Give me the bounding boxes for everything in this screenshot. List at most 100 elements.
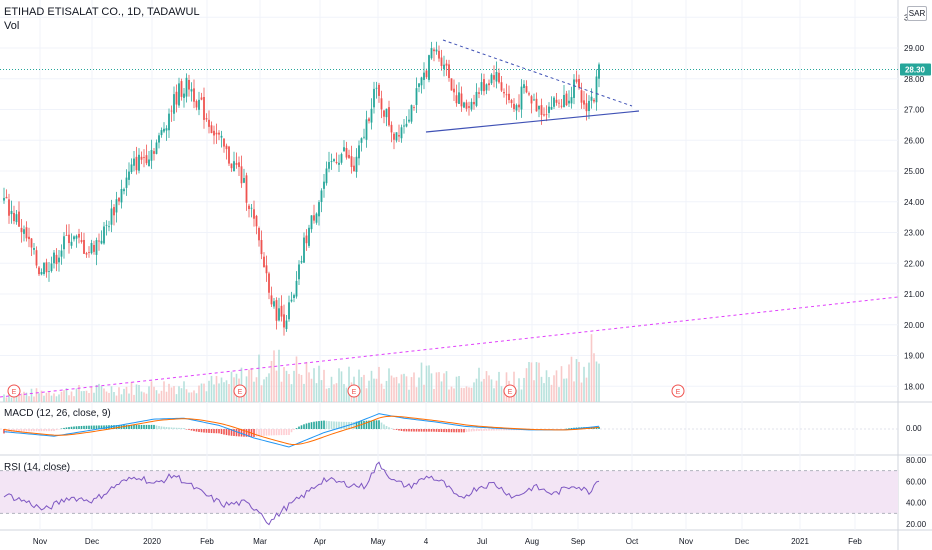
- candle-body: [370, 108, 373, 123]
- candle-body: [215, 132, 218, 135]
- candle-body: [153, 151, 155, 154]
- candle-body: [178, 83, 180, 106]
- volume-bar: [320, 380, 323, 402]
- candle-body: [450, 78, 453, 91]
- candle-body: [213, 130, 215, 136]
- candle-body: [540, 105, 543, 116]
- candle-body: [83, 239, 85, 254]
- earnings-marker[interactable]: [233, 384, 247, 398]
- macd-histogram-bar: [425, 429, 428, 432]
- macd-histogram-bar: [138, 424, 140, 429]
- macd-histogram-bar: [380, 422, 383, 429]
- earnings-marker-label: E: [508, 389, 513, 396]
- earnings-marker[interactable]: [347, 384, 361, 398]
- candle-body: [430, 48, 433, 59]
- earnings-marker[interactable]: [671, 384, 685, 398]
- volume-bar: [383, 388, 385, 402]
- volume-bar: [485, 371, 488, 402]
- candle-body: [295, 280, 298, 297]
- candle-body: [515, 105, 518, 111]
- macd-histogram-bar: [273, 429, 275, 436]
- volume-bar: [280, 381, 283, 402]
- macd-histogram-bar: [290, 429, 293, 433]
- macd-histogram-bar: [258, 429, 260, 437]
- candle-body: [305, 235, 308, 244]
- candle-body: [113, 207, 115, 216]
- volume-bar: [193, 390, 195, 402]
- support-trend-line: [425, 110, 640, 133]
- volume-bar: [178, 386, 180, 402]
- candle-body: [490, 74, 493, 84]
- macd-histogram-bar: [185, 429, 188, 430]
- volume-bar: [83, 391, 85, 402]
- candle-body: [500, 82, 503, 91]
- rsi-label: RSI (14, close): [4, 462, 71, 473]
- volume-bar: [488, 375, 490, 402]
- macd-histogram-bar: [428, 429, 430, 432]
- volume-bar: [5, 397, 8, 402]
- candle-body: [523, 84, 525, 89]
- earnings-marker[interactable]: [7, 384, 21, 398]
- candle-body: [588, 100, 590, 112]
- candle-body: [13, 212, 15, 222]
- currency-button[interactable]: SAR: [907, 6, 927, 21]
- time-tick-label: Nov: [33, 537, 47, 546]
- volume-bar: [585, 377, 588, 402]
- candle-body: [43, 262, 45, 274]
- candle-body: [558, 102, 560, 104]
- macd-histogram-bar: [283, 429, 285, 436]
- time-tick-label: Feb: [200, 537, 214, 546]
- volume-bar: [283, 367, 285, 402]
- candle-body: [590, 96, 593, 101]
- volume-bar: [363, 374, 365, 402]
- candle-body: [510, 100, 513, 104]
- candle-body: [598, 64, 600, 79]
- volume-bar: [60, 391, 63, 402]
- volume-bar: [493, 388, 495, 402]
- candle-body: [18, 211, 20, 227]
- macd-histogram-bar: [335, 421, 338, 429]
- volume-bar: [393, 377, 395, 402]
- macd-histogram-bar: [435, 429, 438, 432]
- candle-body: [155, 142, 158, 154]
- macd-histogram-bar: [163, 426, 165, 429]
- macd-histogram-bar: [400, 429, 403, 431]
- volume-bar: [518, 378, 520, 402]
- volume-bar: [303, 383, 305, 402]
- candle-body: [5, 196, 8, 199]
- macd-histogram-bar: [58, 429, 60, 430]
- candle-body: [503, 92, 505, 94]
- earnings-marker[interactable]: [503, 384, 517, 398]
- candle-body: [3, 197, 5, 201]
- macd-histogram-bar: [30, 429, 33, 432]
- macd-histogram-bar: [245, 429, 248, 437]
- macd-histogram-bar: [450, 429, 453, 433]
- volume-bar: [248, 369, 250, 402]
- volume-bar: [373, 378, 375, 402]
- macd-histogram-bar: [555, 429, 558, 430]
- candle-body: [583, 100, 585, 105]
- candle-body: [480, 82, 483, 91]
- candle-body: [110, 208, 113, 225]
- candle-body: [423, 72, 425, 80]
- volume-bar: [228, 384, 230, 402]
- candle-body: [548, 106, 550, 113]
- macd-histogram-bar: [303, 424, 305, 429]
- macd-histogram-bar: [478, 429, 480, 431]
- macd-histogram-bar: [330, 421, 333, 429]
- candle-body: [498, 72, 500, 83]
- volume-bar: [368, 380, 370, 402]
- macd-histogram-bar: [415, 429, 418, 432]
- volume-bar: [403, 373, 405, 402]
- candle-body: [133, 158, 135, 166]
- candle-body: [353, 165, 355, 172]
- candle-body: [33, 248, 35, 250]
- candle-body: [180, 81, 183, 97]
- volume-bar: [68, 395, 70, 402]
- candle-body: [383, 110, 385, 117]
- volume-bar: [423, 384, 425, 402]
- macd-histogram-bar: [268, 429, 270, 436]
- candle-body: [15, 214, 18, 223]
- chart-title: ETIHAD ETISALAT CO., 1D, TADAWUL: [4, 6, 200, 18]
